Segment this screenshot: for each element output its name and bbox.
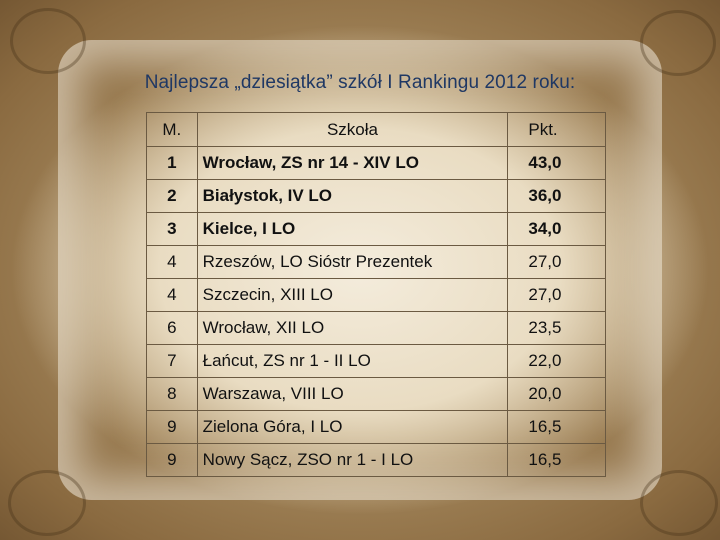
rank-cell: 9 [146,443,198,477]
points-cell: 43,0 [507,146,606,180]
rank-cell: 8 [146,377,198,411]
table-row: 9 Nowy Sącz, ZSO nr 1 - I LO 16,5 [146,443,606,477]
school-cell: Białystok, IV LO [196,179,509,213]
table-row: 6 Wrocław, XII LO 23,5 [146,311,606,345]
points-cell: 16,5 [507,410,606,444]
header-school: Szkoła [196,112,509,147]
points-cell: 16,5 [507,443,606,477]
table-row: 9 Zielona Góra, I LO 16,5 [146,410,606,444]
table-row: 8 Warszawa, VIII LO 20,0 [146,377,606,411]
school-cell: Kielce, I LO [196,212,509,246]
points-cell: 27,0 [507,278,606,312]
points-cell: 34,0 [507,212,606,246]
rank-cell: 3 [146,212,198,246]
points-cell: 27,0 [507,245,606,279]
frame-ornament-bottom-right [640,470,718,536]
points-cell: 20,0 [507,377,606,411]
rank-cell: 9 [146,410,198,444]
header-points: Pkt. [507,112,606,147]
school-cell: Zielona Góra, I LO [196,410,509,444]
school-cell: Nowy Sącz, ZSO nr 1 - I LO [196,443,509,477]
table-row: 4 Rzeszów, LO Sióstr Prezentek 27,0 [146,245,606,279]
school-cell: Wrocław, XII LO [196,311,509,345]
table-row: 7 Łańcut, ZS nr 1 - II LO 22,0 [146,344,606,378]
table-row: 2 Białystok, IV LO 36,0 [146,179,606,213]
school-cell: Warszawa, VIII LO [196,377,509,411]
table-header-row: M. Szkoła Pkt. [146,112,606,147]
school-cell: Łańcut, ZS nr 1 - II LO [196,344,509,378]
rank-cell: 4 [146,278,198,312]
school-cell: Szczecin, XIII LO [196,278,509,312]
rank-cell: 4 [146,245,198,279]
table-row: 3 Kielce, I LO 34,0 [146,212,606,246]
rank-cell: 1 [146,146,198,180]
header-rank: M. [146,112,198,147]
points-cell: 36,0 [507,179,606,213]
rank-cell: 7 [146,344,198,378]
points-cell: 23,5 [507,311,606,345]
school-cell: Rzeszów, LO Sióstr Prezentek [196,245,509,279]
frame-ornament-top-left [10,8,86,74]
slide-title: Najlepsza „dziesiątka” szkół I Rankingu … [144,72,576,93]
table-row: 1 Wrocław, ZS nr 14 - XIV LO 43,0 [146,146,606,180]
frame-ornament-top-right [640,10,716,76]
rank-cell: 2 [146,179,198,213]
frame-ornament-bottom-left [8,470,86,536]
ranking-table: M. Szkoła Pkt. 1 Wrocław, ZS nr 14 - XIV… [146,112,606,477]
points-cell: 22,0 [507,344,606,378]
school-cell: Wrocław, ZS nr 14 - XIV LO [196,146,509,180]
rank-cell: 6 [146,311,198,345]
table-row: 4 Szczecin, XIII LO 27,0 [146,278,606,312]
